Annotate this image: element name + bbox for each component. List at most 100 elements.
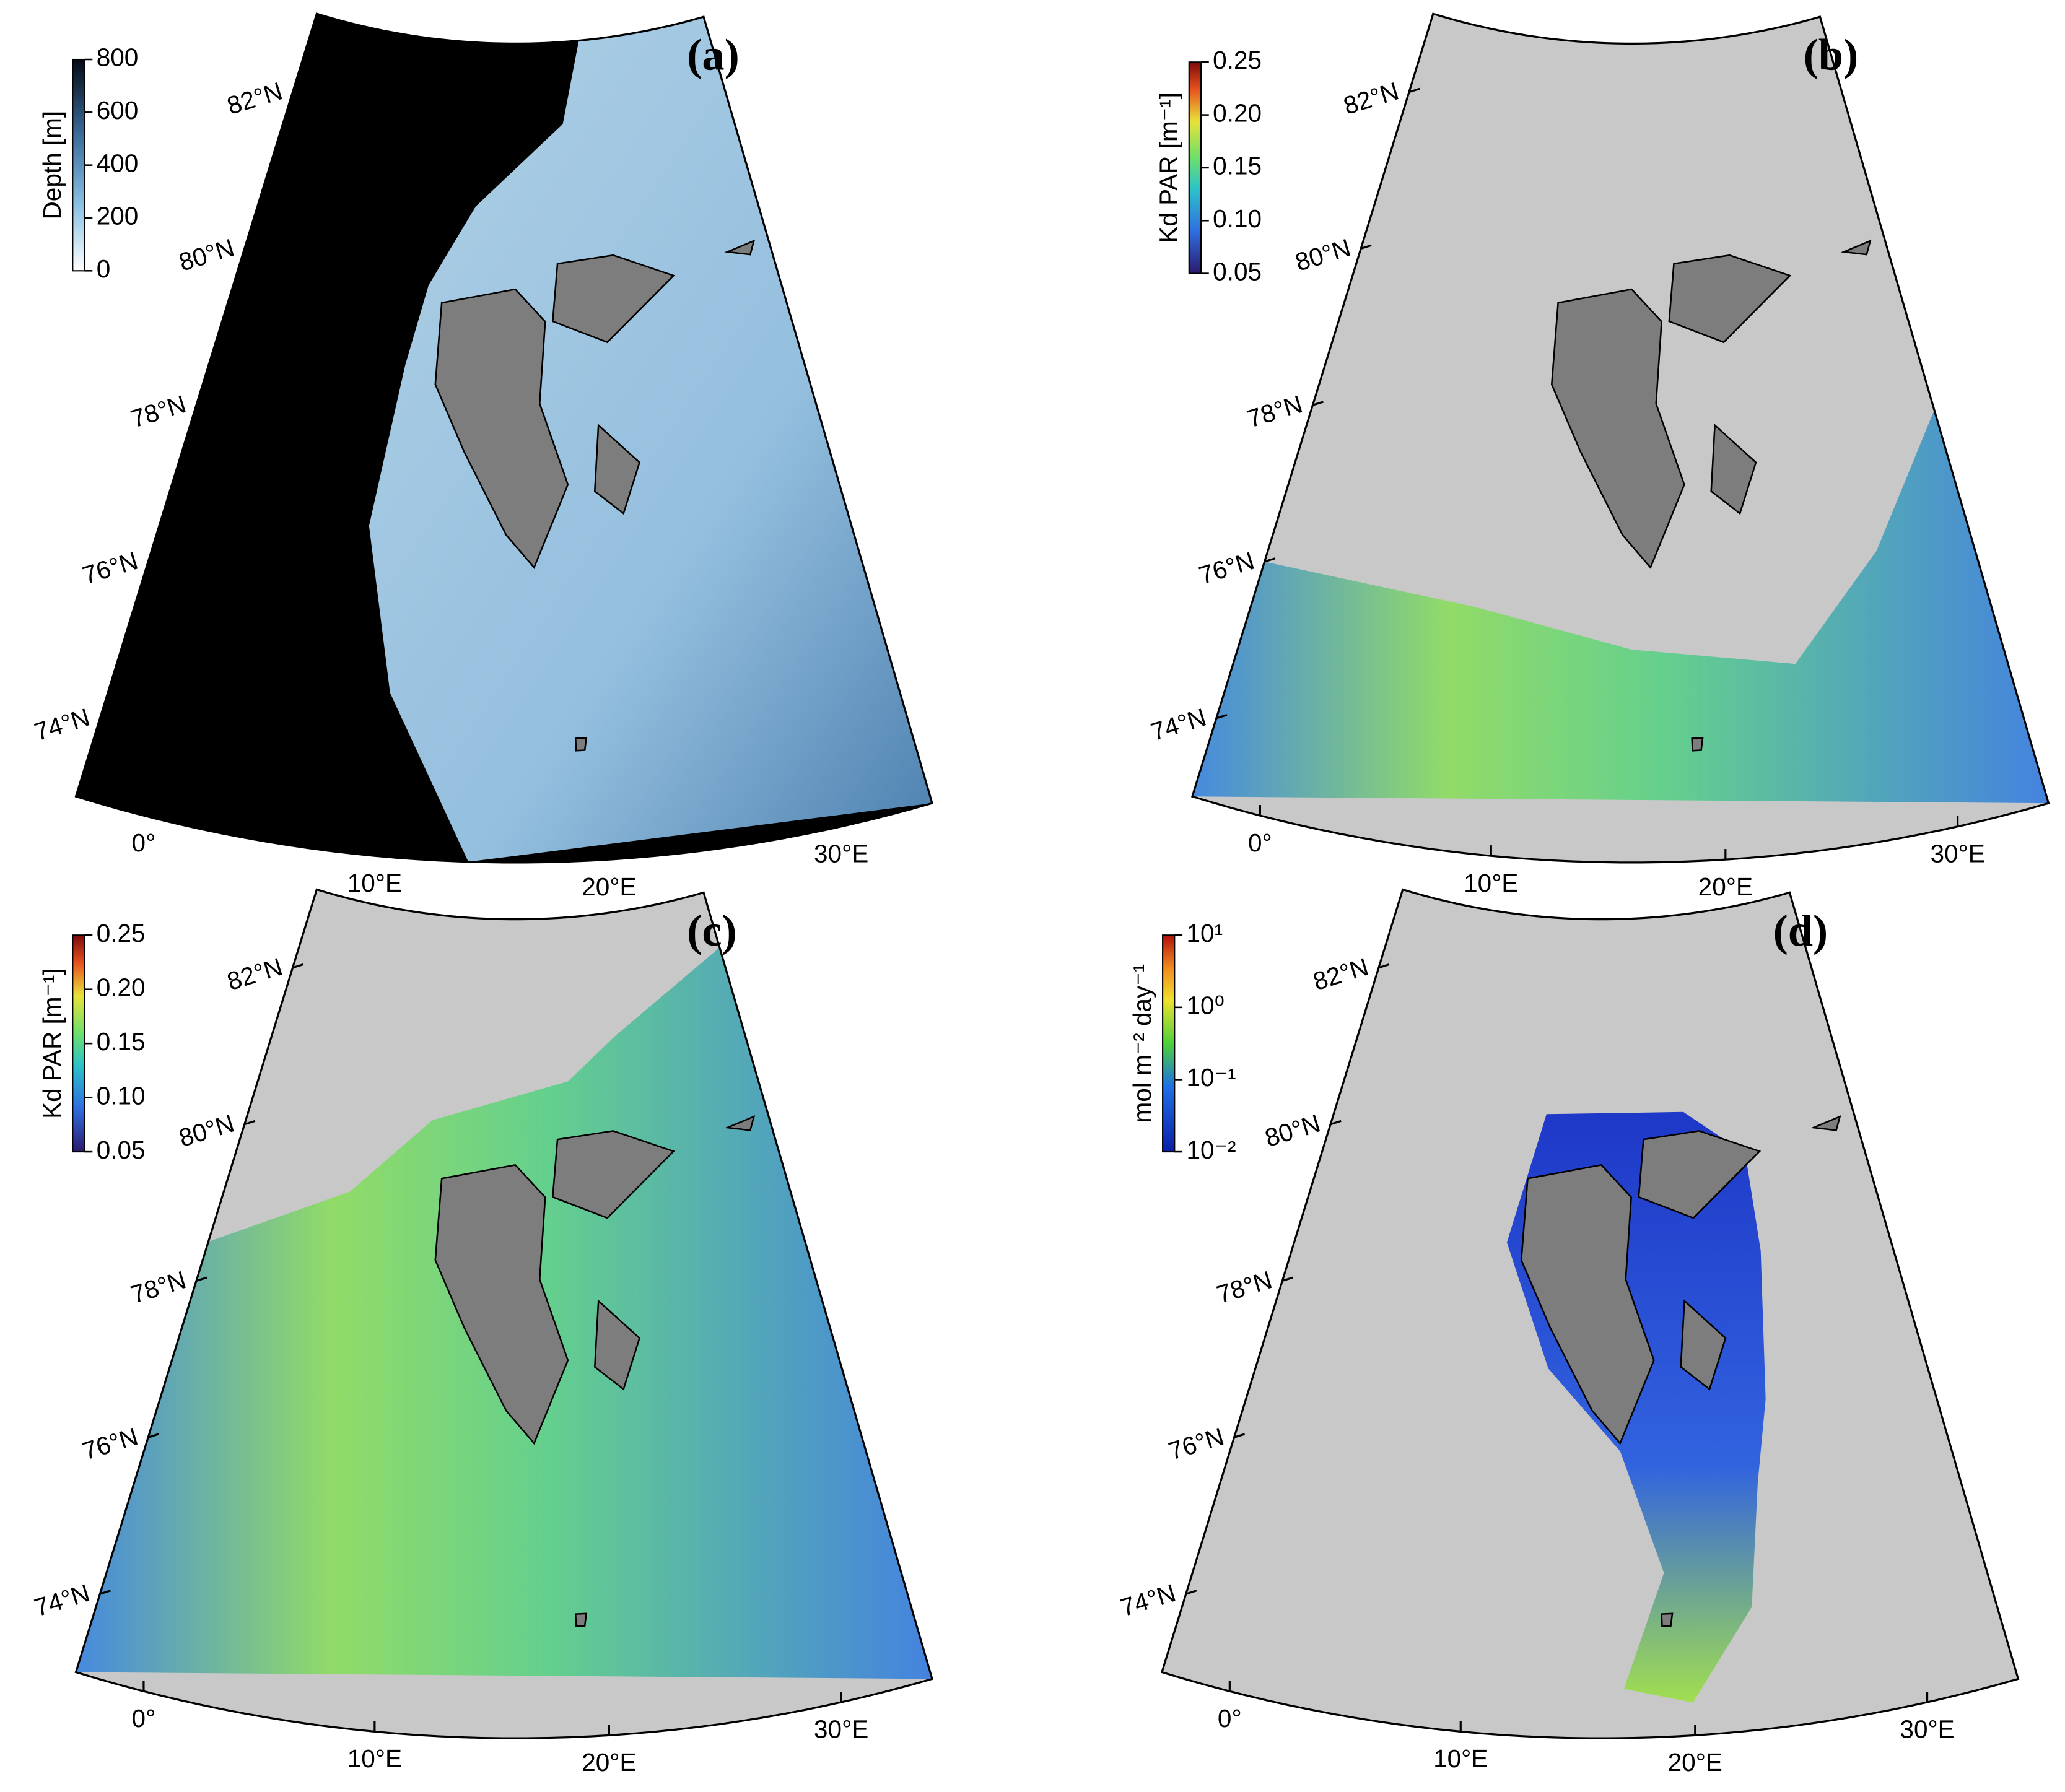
colorbar-tick-label: 800 <box>97 43 139 72</box>
colorbar-tick-label: 0.05 <box>97 1136 146 1164</box>
panel-label: (a) <box>687 30 740 80</box>
map-frame <box>1190 12 2050 864</box>
lat-label: 76°N <box>79 1422 141 1465</box>
lon-label: 30°E <box>1900 1715 1954 1744</box>
lat-tick <box>1378 963 1390 969</box>
island <box>574 737 588 752</box>
lat-tick <box>1360 244 1372 250</box>
colorbar <box>72 934 85 1153</box>
lat-label: 82°N <box>1340 76 1402 120</box>
lat-label: 78°N <box>128 389 190 433</box>
panel-label: (b) <box>1804 30 1859 80</box>
lon-label: 10°E <box>1433 1744 1488 1773</box>
island <box>1840 239 1872 256</box>
colorbar-tick-label: 0.10 <box>97 1081 146 1110</box>
island <box>551 254 675 344</box>
lat-label: 76°N <box>1165 1422 1227 1465</box>
colorbar-tick-label: 10⁻² <box>1187 1136 1236 1164</box>
lat-label: 80°N <box>1292 233 1354 276</box>
panel-label: (d) <box>1773 905 1828 955</box>
lat-tick <box>244 1120 256 1126</box>
lon-label: 0° <box>1218 1704 1242 1733</box>
island <box>434 1164 569 1445</box>
island <box>593 423 640 515</box>
lon-label: 0° <box>1248 829 1272 857</box>
lat-tick <box>147 1433 159 1438</box>
lat-label: 74°N <box>31 1578 93 1622</box>
lat-tick <box>147 557 159 563</box>
lat-tick <box>196 401 207 406</box>
island <box>1668 254 1792 344</box>
colorbar <box>1188 61 1202 274</box>
colorbar <box>1162 934 1176 1153</box>
lon-label: 20°E <box>582 872 636 901</box>
island <box>593 1299 640 1391</box>
colorbar-tick-label: 10⁰ <box>1187 991 1225 1020</box>
map-panel: (b) 74°N 76°N 78°N 80°N 82°N 0° 10°E 20°E 30°E 0.0… <box>1148 12 2050 901</box>
lat-label: 80°N <box>175 233 237 276</box>
lat-label: 74°N <box>1148 703 1210 746</box>
lon-label: 20°E <box>1668 1748 1722 1777</box>
island <box>1661 1612 1674 1627</box>
colorbar-tick-label: 0.15 <box>97 1027 146 1056</box>
lon-label: 0° <box>132 1704 156 1733</box>
lat-label: 76°N <box>1195 546 1257 589</box>
colorbar <box>72 58 85 272</box>
colorbar-title: mol m⁻² day⁻¹ <box>1128 964 1156 1123</box>
map-panel: (a) 74°N 76°N 78°N 80°N 82°N 0° 10°E 20°E 30°E 0 20… <box>31 12 933 901</box>
lon-label: 30°E <box>814 839 868 868</box>
lat-label: 74°N <box>31 703 93 746</box>
lat-tick <box>1408 87 1420 94</box>
island <box>1638 1130 1762 1219</box>
island <box>574 1612 588 1627</box>
island <box>551 1130 675 1219</box>
lat-label: 76°N <box>79 546 141 589</box>
colorbar-tick-label: 0.15 <box>1213 152 1262 180</box>
map-frame <box>1160 888 2020 1739</box>
lat-tick <box>99 714 111 720</box>
lat-tick <box>292 87 304 94</box>
island <box>1810 1115 1841 1131</box>
lat-tick <box>244 244 256 250</box>
lat-label: 80°N <box>1262 1109 1324 1152</box>
lon-label: 0° <box>132 829 156 857</box>
colorbar-title: Kd PAR [m⁻¹] <box>1155 92 1183 243</box>
colorbar-tick-label: 200 <box>97 202 139 230</box>
lat-label: 82°N <box>224 952 286 996</box>
lat-tick <box>99 1590 111 1595</box>
lat-label: 78°N <box>1213 1265 1275 1308</box>
colorbar-tick-label: 10¹ <box>1187 919 1223 947</box>
lon-label: 30°E <box>1930 839 1984 868</box>
island <box>1550 288 1685 570</box>
lat-tick <box>292 963 304 969</box>
lat-tick <box>196 1276 207 1282</box>
lat-tick <box>1264 557 1276 563</box>
lat-label: 78°N <box>1244 389 1306 433</box>
lat-label: 82°N <box>224 76 286 120</box>
lat-tick <box>1216 714 1228 720</box>
island <box>724 239 756 256</box>
map-panel: (d) 74°N 76°N 78°N 80°N 82°N 0° 10°E 20°E 30°E 10⁻… <box>1117 888 2020 1777</box>
island <box>1680 1299 1727 1391</box>
lat-tick <box>1185 1590 1197 1595</box>
colorbar-tick-label: 0.20 <box>97 973 146 1001</box>
panel-label: (c) <box>687 905 736 955</box>
colorbar-tick-label: 0 <box>97 254 111 283</box>
lat-tick <box>1312 401 1324 406</box>
colorbar-title: Kd PAR [m⁻¹] <box>38 968 66 1119</box>
island <box>724 1115 756 1131</box>
colorbar-tick-label: 0.05 <box>1213 257 1262 285</box>
sea-field <box>1192 410 2049 804</box>
island <box>434 288 569 570</box>
lat-label: 78°N <box>128 1265 190 1308</box>
lon-label: 30°E <box>814 1715 868 1744</box>
colorbar-tick-label: 400 <box>97 149 139 177</box>
colorbar-tick-label: 0.10 <box>1213 204 1262 233</box>
lon-label: 20°E <box>1698 872 1753 901</box>
lat-tick <box>1234 1433 1246 1438</box>
lon-label: 10°E <box>347 869 402 897</box>
colorbar-tick-label: 10⁻¹ <box>1187 1063 1236 1092</box>
lat-tick <box>1330 1120 1342 1126</box>
island <box>1691 737 1704 752</box>
